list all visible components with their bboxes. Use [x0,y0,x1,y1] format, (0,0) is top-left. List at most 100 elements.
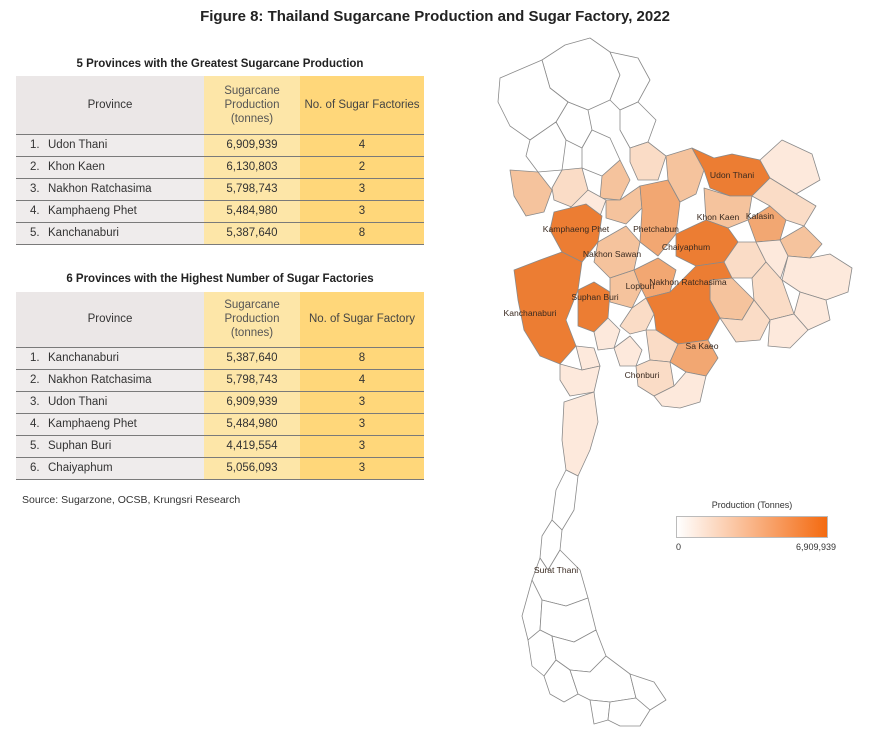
production-cell: 5,056,093 [204,456,300,480]
map-label: Surat Thani [534,565,578,575]
rank: 5. [30,227,40,239]
map-label: Suphan Buri [571,292,618,302]
production-cell: 5,484,980 [204,199,300,222]
province-name: Kamphaeng Phet [48,205,137,217]
factories-cell: 3 [300,456,424,480]
province-name: Udon Thani [48,396,108,408]
table-row: 5. Kanchanaburi 5,387,640 8 [16,221,424,245]
province-region [755,239,789,281]
province-region [549,203,603,263]
map-label: Phetchabun [633,224,679,234]
map-label: Kalasin [746,211,774,221]
province-cell: 5. Suphan Buri [16,434,204,457]
factories-cell: 3 [300,434,424,457]
production-cell: 5,484,980 [204,412,300,435]
source-note: Source: Sugarzone, OCSB, Krungsri Resear… [22,494,241,506]
legend-title: Production (Tonnes) [711,500,793,510]
table-row: 4. Kamphaeng Phet 5,484,980 3 [16,412,424,435]
table-row: 4. Kamphaeng Phet 5,484,980 3 [16,199,424,222]
province-region [619,101,657,149]
province-region [513,251,583,365]
province-name: Chaiyaphum [48,462,113,474]
map-label: Chaiyaphum [662,242,710,252]
province-region [561,391,599,477]
map-label: Sa Kaeo [686,341,719,351]
legend-gradient-bar [676,516,828,538]
province-cell: 5. Kanchanaburi [16,221,204,245]
top-factories-table: Province Sugarcane Production (tonnes) N… [16,292,424,480]
province-region [629,673,667,711]
province-cell: 1. Udon Thani [16,133,204,156]
map-label: Lopburi [626,281,655,291]
province-name: Kanchanaburi [48,352,119,364]
map-label: Nakhon Sawan [583,249,642,259]
table1-title: 5 Provinces with the Greatest Sugarcane … [76,58,364,70]
table-row: 3. Nakhon Ratchasima 5,798,743 3 [16,177,424,200]
rank: 5. [30,440,40,452]
province-name: Udon Thani [48,139,108,151]
table-row: 2. Khon Kaen 6,130,803 2 [16,155,424,178]
rank: 6. [30,462,40,474]
table-row: 2. Nakhon Ratchasima 5,798,743 4 [16,368,424,391]
production-cell: 4,419,554 [204,434,300,457]
top-production-table: Province Sugarcane Production (tonnes) N… [16,76,424,245]
province-region [599,159,631,201]
table-row: 1. Kanchanaburi 5,387,640 8 [16,346,424,369]
production-cell: 5,798,743 [204,177,300,200]
production-cell: 6,909,939 [204,133,300,156]
production-cell: 5,387,640 [204,346,300,369]
table2-header-province: Province [16,292,204,347]
legend-min: 0 [676,542,682,552]
province-name: Nakhon Ratchasima [48,183,152,195]
province-name: Nakhon Ratchasima [48,374,152,386]
province-region [751,177,817,227]
province-region [593,317,621,351]
province-cell: 3. Nakhon Ratchasima [16,177,204,200]
rank: 2. [30,161,40,173]
province-cell: 2. Nakhon Ratchasima [16,368,204,391]
province-region [509,169,553,217]
province-region [609,269,643,309]
province-name: Kamphaeng Phet [48,418,137,430]
factories-cell: 8 [300,221,424,245]
table-row: 1. Udon Thani 6,909,939 4 [16,133,424,156]
province-region [559,363,601,397]
rank: 4. [30,418,40,430]
rank: 1. [30,139,40,151]
rank: 4. [30,205,40,217]
province-region [653,371,707,409]
rank: 1. [30,352,40,364]
legend-max: 6,909,939 [795,542,836,552]
map-label: Kamphaeng Phet [543,224,610,234]
province-region [589,699,611,725]
rank: 3. [30,183,40,195]
province-region [781,253,853,301]
province-region [747,205,787,243]
province-cell: 6. Chaiyaphum [16,456,204,480]
table-row: 6. Chaiyaphum 5,056,093 3 [16,456,424,480]
province-cell: 4. Kamphaeng Phet [16,199,204,222]
province-region [613,335,643,367]
map-label: Khon Kaen [697,212,740,222]
table-row: 5. Suphan Buri 4,419,554 3 [16,434,424,457]
table2-header-production: Sugarcane Production (tonnes) [204,292,300,347]
table1-header-province: Province [16,76,204,134]
province-cell: 2. Khon Kaen [16,155,204,178]
rank: 3. [30,396,40,408]
production-cell: 5,387,640 [204,221,300,245]
province-region [767,313,809,349]
factories-cell: 3 [300,177,424,200]
rank: 2. [30,374,40,386]
table1-header-factories: No. of Sugar Factories [300,76,424,134]
map-label: Nakhon Ratchasima [649,277,727,287]
province-region [629,141,667,181]
province-name: Kanchanaburi [48,227,119,239]
factories-cell: 4 [300,368,424,391]
province-cell: 1. Kanchanaburi [16,346,204,369]
factories-cell: 8 [300,346,424,369]
thailand-map: Udon Thani Khon Kaen Kalasin Kamphaeng P… [497,37,853,727]
factories-cell: 3 [300,390,424,413]
factories-cell: 2 [300,155,424,178]
factories-cell: 4 [300,133,424,156]
map-label: Chonburi [625,370,660,380]
